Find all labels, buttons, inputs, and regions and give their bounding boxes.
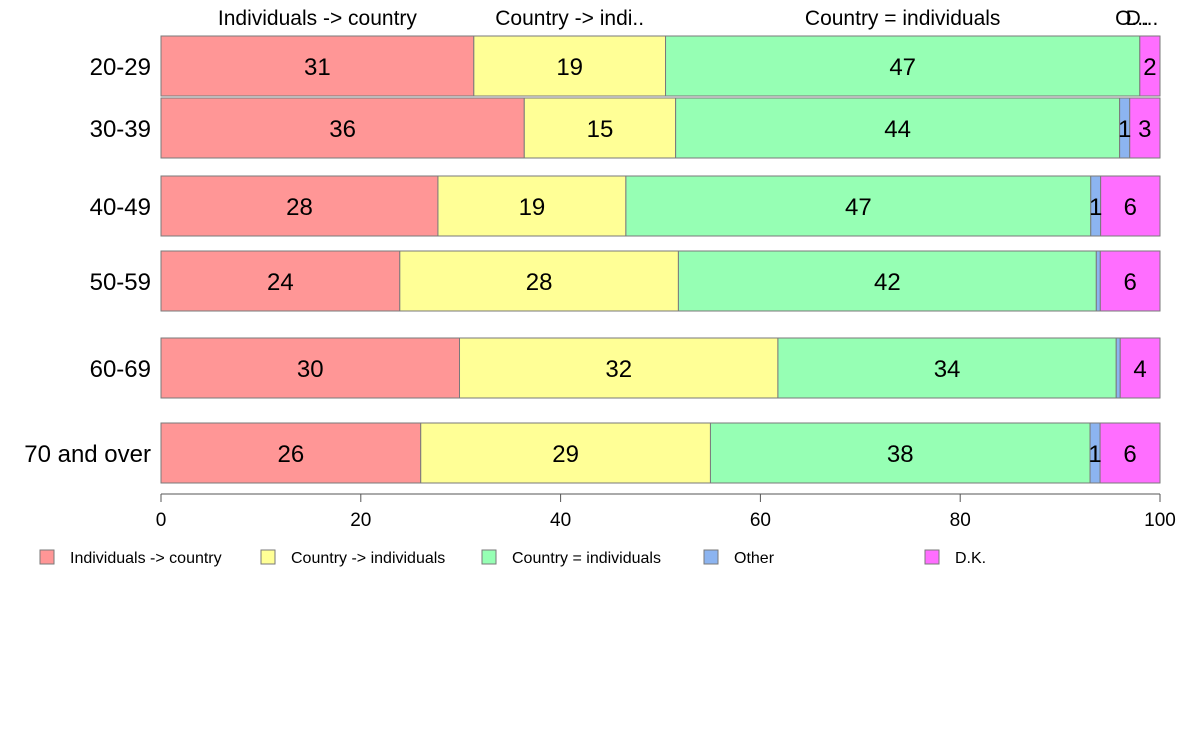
legend: Individuals -> country Country -> individ… — [39, 549, 986, 567]
data-label-3-6: 38 — [887, 441, 914, 468]
data-label-3-5: 34 — [934, 356, 961, 383]
top-label-1: Individuals -> country — [218, 7, 418, 30]
x-tick-label-1: 0 — [156, 510, 167, 531]
data-label-5-4: 6 — [1123, 269, 1136, 296]
top-label-2: Country -> indi.. — [495, 7, 644, 30]
bar-segment-2-5 — [459, 337, 779, 399]
category-label-4: 50-59 — [90, 269, 151, 296]
legend-swatch-1 — [39, 549, 55, 565]
x-axis: 0 20 40 60 80 100 — [156, 493, 1176, 531]
bar-segment-5-5 — [1119, 337, 1161, 399]
data-label-2-3: 19 — [519, 194, 546, 221]
data-label-2-6: 29 — [552, 441, 579, 468]
data-label-3-4: 42 — [874, 269, 901, 296]
top-label-3: Country = individuals — [805, 7, 1001, 30]
bar-segment-5-3 — [1100, 175, 1161, 237]
category-label-3: 40-49 — [90, 194, 151, 221]
top-label-4: O... — [1115, 7, 1149, 30]
legend-swatch-3 — [481, 549, 497, 565]
x-tick-label-2: 20 — [350, 510, 371, 531]
data-label-2-5: 32 — [605, 356, 632, 383]
data-label-4-3: 1 — [1089, 194, 1102, 221]
data-label-5-5: 4 — [1133, 356, 1146, 383]
bar-segment-1-6 — [160, 422, 422, 484]
data-label-1-6: 26 — [278, 441, 305, 468]
category-label-6: 70 and over — [24, 441, 151, 468]
category-label-2: 30-39 — [90, 116, 151, 143]
bar-segment-1-3 — [160, 175, 439, 237]
bar-segment-1-4 — [160, 250, 401, 312]
bar-segment-5-4 — [1099, 250, 1161, 312]
legend-swatch-5 — [924, 549, 940, 565]
data-label-3-1: 47 — [889, 54, 916, 81]
data-label-1-3: 28 — [286, 194, 313, 221]
data-label-5-6: 6 — [1123, 441, 1136, 468]
data-label-1-4: 24 — [267, 269, 294, 296]
bar-segment-2-3 — [437, 175, 627, 237]
bar-segment-2-6 — [420, 422, 711, 484]
legend-label-2: Country -> individuals — [291, 550, 445, 567]
x-tick-label-4: 60 — [750, 510, 771, 531]
legend-label-4: Other — [734, 550, 775, 567]
bar-segment-2-4 — [399, 250, 679, 312]
legend-swatch-4 — [703, 549, 719, 565]
legend-swatch-2 — [260, 549, 276, 565]
top-labels-group: Individuals -> country Country -> indi.. C… — [218, 7, 1158, 30]
legend-label-1: Individuals -> country — [70, 550, 222, 567]
bar-segment-1-2 — [160, 97, 525, 159]
x-tick-label-3: 40 — [550, 510, 571, 531]
bar-segment-3-2 — [675, 97, 1121, 159]
data-label-1-1: 31 — [304, 54, 331, 81]
bar-segment-3-1 — [665, 35, 1141, 97]
category-label-1: 20-29 — [90, 54, 151, 81]
bar-segment-2-1 — [473, 35, 667, 97]
data-label-3-3: 47 — [845, 194, 872, 221]
legend-label-5: D.K. — [955, 550, 986, 567]
bar-segment-3-6 — [709, 422, 1091, 484]
bar-segment-5-1 — [1139, 35, 1161, 97]
bar-segment-3-4 — [677, 250, 1097, 312]
data-label-4-6: 1 — [1088, 441, 1101, 468]
data-label-3-2: 44 — [884, 116, 911, 143]
bars-group — [160, 35, 1161, 484]
top-label-5: D... — [1126, 7, 1159, 30]
data-label-5-3: 6 — [1124, 194, 1137, 221]
data-label-5-1: 2 — [1143, 54, 1156, 81]
bar-segment-5-2 — [1129, 97, 1161, 159]
x-tick-label-6: 100 — [1144, 510, 1176, 531]
category-label-5: 60-69 — [90, 356, 151, 383]
data-label-1-2: 36 — [329, 116, 356, 143]
data-label-2-1: 19 — [556, 54, 583, 81]
x-tick-label-5: 80 — [950, 510, 971, 531]
data-label-2-2: 15 — [587, 116, 614, 143]
data-label-5-2: 3 — [1138, 116, 1151, 143]
legend-label-3: Country = individuals — [512, 550, 661, 567]
data-label-1-5: 30 — [297, 356, 324, 383]
bar-segment-1-1 — [160, 35, 475, 97]
bar-segment-5-6 — [1099, 422, 1161, 484]
segment-labels-group: 31 19 47 236 15 44 1 328 19 47 1 624 28 42 630 32 34 426 2… — [267, 54, 1157, 468]
bar-segment-2-2 — [523, 97, 677, 159]
bar-segment-1-5 — [160, 337, 461, 399]
data-label-4-2: 1 — [1118, 116, 1131, 143]
data-label-2-4: 28 — [526, 269, 553, 296]
bar-segment-3-3 — [625, 175, 1092, 237]
bar-segment-4-4 — [1095, 250, 1101, 312]
category-labels-group: 20-29 30-39 40-49 50-59 60-69 70 and over — [24, 54, 151, 468]
bar-segment-4-5 — [1115, 337, 1121, 399]
